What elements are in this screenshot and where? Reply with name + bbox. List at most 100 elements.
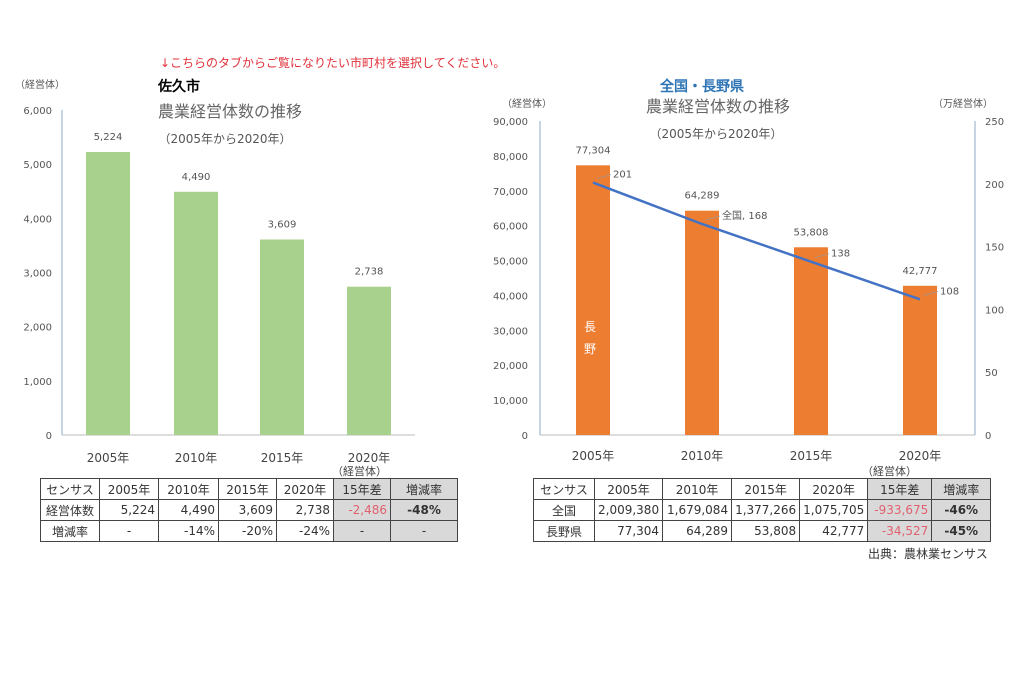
bar-nagano-2015年 — [794, 247, 828, 435]
table-cell: 長野県 — [533, 520, 595, 542]
y-axis-title: （経営体） — [502, 97, 552, 110]
table-cell: 1,679,084 — [662, 499, 733, 521]
table-cell: 全国 — [533, 499, 595, 521]
table-cell: 2005年 — [99, 478, 159, 500]
data-label: 4,490 — [182, 172, 211, 183]
y-tick-label: 3,000 — [23, 269, 52, 280]
table-cell: - — [99, 520, 159, 542]
x-tick-label: 2005年 — [87, 451, 130, 465]
y-tick-label: 40,000 — [493, 291, 528, 302]
table-cell: 2020年 — [799, 478, 869, 500]
table-cell: 15年差 — [333, 478, 391, 500]
table-cell: 64,289 — [662, 520, 733, 542]
y-tick-label: 30,000 — [493, 326, 528, 337]
table-row: センサス 2005年 2010年 2015年 2020年 15年差 増減率 — [533, 478, 992, 500]
data-label: 5,224 — [94, 132, 123, 143]
line-data-label: 全国, 168 — [722, 209, 767, 222]
y-tick-label: 10,000 — [493, 396, 528, 407]
x-tick-label: 2015年 — [790, 449, 833, 463]
y-tick-label: 50,000 — [493, 257, 528, 268]
table-cell: -933,675 — [867, 499, 933, 521]
table-cell: 2010年 — [662, 478, 733, 500]
bar-2020年 — [347, 286, 391, 435]
line-data-label: 201 — [613, 170, 632, 181]
table-cell: 53,808 — [731, 520, 801, 542]
table-cell: 2,738 — [276, 499, 334, 521]
y-tick-label: 5,000 — [23, 160, 52, 171]
table-cell: 15年差 — [867, 478, 933, 500]
y2-tick-label: 50 — [985, 368, 998, 379]
x-tick-label: 2005年 — [572, 449, 615, 463]
notice-text: ↓こちらのタブからご覧になりたい市町村を選択してください。 — [160, 56, 506, 70]
y2-tick-label: 100 — [985, 305, 1004, 316]
table-cell: -20% — [218, 520, 277, 542]
chart-title: 農業経営体数の推移 — [158, 102, 302, 121]
table-cell: -2,486 — [333, 499, 391, 521]
table-cell: 42,777 — [799, 520, 869, 542]
municipality-name[interactable]: 佐久市 — [158, 79, 200, 95]
data-label: 2,738 — [355, 267, 384, 278]
y-tick-label: 2,000 — [23, 323, 52, 334]
table-cell: - — [333, 520, 391, 542]
chart-title: 農業経営体数の推移 — [646, 97, 790, 116]
table-cell: -46% — [931, 499, 992, 521]
table-national-nagano: センサス 2005年 2010年 2015年 2020年 15年差 増減率 全国 2,009,3… — [533, 478, 992, 542]
y-tick-label: 6,000 — [23, 106, 52, 117]
bar-nagano-2005年 — [576, 165, 610, 436]
data-label: 77,304 — [576, 145, 611, 156]
table-cell: センサス — [40, 478, 100, 500]
table-cell: 増減率 — [931, 478, 992, 500]
bar-series-label: 野 — [584, 342, 596, 356]
table-row: センサス 2005年 2010年 2015年 2020年 15年差 増減率 — [40, 478, 458, 500]
y2-tick-label: 0 — [985, 431, 991, 442]
table-saku: センサス 2005年 2010年 2015年 2020年 15年差 増減率 経営体数 5,224… — [40, 478, 458, 542]
x-tick-label: 2010年 — [681, 449, 724, 463]
table-cell: 2010年 — [158, 478, 219, 500]
table-row: 全国 2,009,380 1,679,084 1,377,266 1,075,705 -9… — [533, 499, 992, 521]
y-tick-label: 4,000 — [23, 214, 52, 225]
y2-tick-label: 150 — [985, 243, 1004, 254]
table-cell: 77,304 — [593, 520, 664, 542]
bar-2015年 — [260, 239, 304, 435]
table-cell: 2015年 — [218, 478, 277, 500]
y-axis-title: （経営体） — [15, 78, 65, 91]
table-row: 増減率 - -14% -20% -24% - - — [40, 520, 458, 542]
x-tick-label: 2020年 — [348, 451, 391, 465]
bar-nagano-2010年 — [685, 210, 719, 435]
bar-series-label: 長 — [584, 320, 596, 334]
y-tick-label: 60,000 — [493, 222, 528, 233]
data-label: 64,289 — [685, 191, 720, 202]
table-left-unit: （経営体） — [332, 465, 387, 478]
table-cell: 増減率 — [390, 478, 458, 500]
table-cell: -24% — [276, 520, 334, 542]
chart-subtitle: （2005年から2020年） — [649, 127, 782, 141]
table-cell: -48% — [390, 499, 458, 521]
table-cell: 2020年 — [276, 478, 334, 500]
leader-line — [705, 215, 721, 221]
table-cell: 経営体数 — [40, 499, 100, 521]
y2-tick-label: 200 — [985, 180, 1004, 191]
line-data-label: 138 — [831, 249, 850, 260]
table-cell: -34,527 — [867, 520, 933, 542]
x-tick-label: 2010年 — [175, 451, 218, 465]
table-cell: 1,075,705 — [799, 499, 869, 521]
data-label: 53,808 — [794, 227, 829, 238]
y-tick-label: 0 — [46, 431, 52, 442]
table-cell: 2005年 — [593, 478, 664, 500]
bar-2010年 — [174, 191, 218, 435]
y-tick-label: 20,000 — [493, 361, 528, 372]
table-cell: 5,224 — [99, 499, 159, 521]
line-national — [592, 181, 921, 301]
leader-line — [596, 174, 612, 179]
bar-2005年 — [86, 152, 130, 436]
leader-line — [923, 291, 939, 296]
y-tick-label: 0 — [522, 431, 528, 442]
x-tick-label: 2015年 — [261, 451, 304, 465]
leader-line — [814, 253, 830, 259]
table-cell: -45% — [931, 520, 992, 542]
line-data-label: 108 — [940, 286, 959, 297]
table-cell: 2015年 — [731, 478, 801, 500]
table-cell: 2,009,380 — [593, 499, 664, 521]
table-row: 経営体数 5,224 4,490 3,609 2,738 -2,486 -48% — [40, 499, 458, 521]
